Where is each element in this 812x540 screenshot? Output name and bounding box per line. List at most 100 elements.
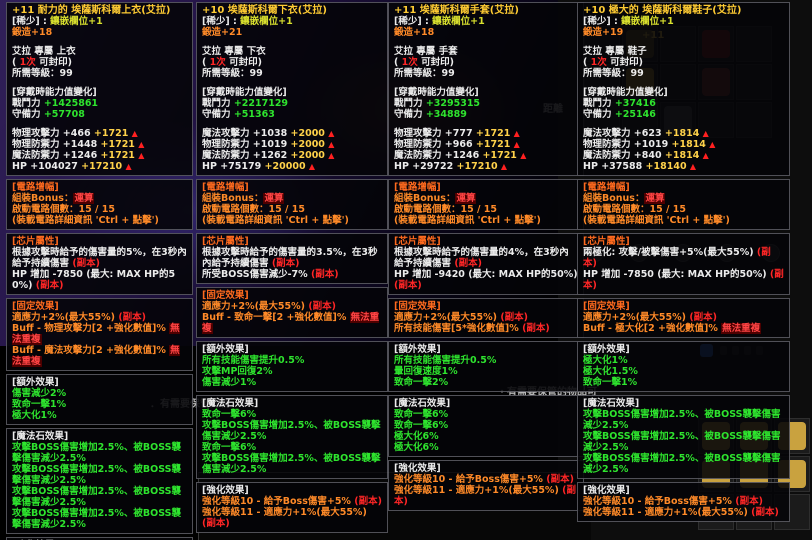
text-segment: 致命一擊6% bbox=[202, 442, 257, 453]
text-segment: (副本) bbox=[546, 474, 574, 485]
tooltip-line: [魔法石效果] bbox=[583, 398, 784, 409]
increase-arrow-icon: ▲ bbox=[328, 151, 335, 160]
text-segment: (副本) bbox=[500, 312, 529, 323]
tooltip-line: 攻擊BOSS傷害增加2.5%、被BOSS襲擊傷害減少2.5% bbox=[583, 409, 784, 431]
text-segment: HP +104027 bbox=[12, 161, 82, 172]
text-segment: [魔法石效果] bbox=[202, 398, 259, 409]
text-segment: 組裝Bonus： bbox=[202, 193, 264, 204]
tooltip-line: 暈回復速度1% bbox=[394, 366, 578, 377]
text-segment: 運算 bbox=[644, 193, 666, 204]
tooltip-line: [固定效果] bbox=[394, 301, 578, 312]
text-segment: 可封印) bbox=[35, 57, 72, 68]
text-segment: 極大化1% bbox=[583, 355, 628, 366]
tooltip-line: [穿戴時能力值變化] bbox=[394, 87, 578, 98]
tooltip-line: HP +29722 +17210 ▲ bbox=[394, 161, 578, 172]
text-segment: +1814 bbox=[664, 128, 703, 139]
tooltip-line: 艾拉 專屬 上衣 bbox=[12, 46, 187, 57]
tooltip-line: 致命一擊6% bbox=[202, 409, 382, 420]
text-segment: 守備力 bbox=[394, 109, 426, 120]
spacer bbox=[202, 38, 382, 46]
text-segment: 攻擊BOSS傷害增加2.5%、被BOSS襲擊傷害減少2.5% bbox=[12, 508, 181, 530]
text-segment: (裝載電路詳細資訊 'Ctrl + 點擊') bbox=[12, 215, 159, 226]
text-segment: +34889 bbox=[425, 109, 467, 120]
text-segment: [額外效果] bbox=[394, 344, 441, 355]
tooltip-line: [額外效果] bbox=[394, 344, 578, 355]
fixed-section: [固定效果] 適應力+2%(最大55%) (副本) Buff - 致命一擊[2 +強… bbox=[196, 287, 388, 338]
text-segment: 極大化6% bbox=[394, 442, 439, 453]
tooltip-line: 鍛造+21 bbox=[202, 27, 382, 38]
tooltip-line: HP +104027 +17210 ▲ bbox=[12, 161, 187, 172]
text-segment: 極大化6% bbox=[394, 431, 439, 442]
tooltip-line: 鍛造+19 bbox=[583, 27, 784, 38]
enhance-section: [強化效果]強化等級10 - 給予Boss傷害+5% (副本)強化等級11 - … bbox=[6, 537, 193, 540]
text-segment: 根據攻擊時給予的傷害量的3.5%，在3秒內給予持續傷害 bbox=[202, 247, 378, 269]
text-segment: +17210 bbox=[81, 161, 126, 172]
text-segment: [強化效果] bbox=[202, 485, 249, 496]
text-segment: 致命一擊1% bbox=[583, 377, 638, 388]
text-segment: 運算 bbox=[455, 193, 477, 204]
tooltip-line: 攻擊BOSS傷害增加2.5%、被BOSS襲擊傷害減少2.5% bbox=[12, 442, 187, 464]
text-segment: [強化效果] bbox=[394, 463, 441, 474]
tooltip-line: ( 1次 可封印) bbox=[12, 57, 187, 68]
text-segment: +18140 bbox=[645, 161, 690, 172]
text-segment: +20000 bbox=[264, 161, 309, 172]
tooltip-line: 攻擊BOSS傷害增加2.5%、被BOSS襲擊傷害減少2.5% bbox=[12, 464, 187, 486]
text-segment: [電路增幅] bbox=[583, 182, 630, 193]
item-tooltip-top: +11 耐力的 埃薩斯科爾上衣(艾拉) [稀少] : 鑲嵌欄位+1 鍛造+18 艾拉 … bbox=[6, 2, 193, 540]
spacer bbox=[202, 120, 382, 128]
text-segment: Buff - 物理攻擊力[2 +強化數值]% bbox=[12, 323, 170, 334]
spacer bbox=[583, 38, 784, 46]
increase-arrow-icon: ▲ bbox=[689, 162, 697, 171]
tooltip-line: 魔法攻擊力 +623 +1814 ▲ bbox=[583, 128, 784, 139]
tooltip-line: 戰鬥力 +37416 bbox=[583, 98, 784, 109]
tooltip-line: 所受BOSS傷害減少-7% (副本) bbox=[202, 269, 382, 280]
tooltip-line: 戰鬥力 +3295315 bbox=[394, 98, 578, 109]
text-segment: ( bbox=[202, 57, 210, 68]
tooltip-line: (裝載電路詳細資訊 'Ctrl + 點擊') bbox=[583, 215, 784, 226]
stone-section: [魔法石效果] 致命一擊6% 攻擊BOSS傷害增加2.5%、被BOSS襲擊傷害減少2… bbox=[196, 395, 388, 479]
tooltip-line: 魔法防禦力 +1246 +1721 ▲ bbox=[394, 150, 578, 161]
text-segment: 啟動電路個數：15 / 15 bbox=[202, 204, 306, 215]
text-segment: 攻擊BOSS傷害增加2.5%、被BOSS襲擊傷害減少2.5% bbox=[583, 431, 781, 453]
circuit-section: [電路增幅] 組裝Bonus：運算 啟動電路個數：15 / 15 (裝載電路詳細資訊 … bbox=[388, 179, 584, 230]
text-segment: 鍛造+21 bbox=[202, 27, 243, 38]
text-segment: 組裝Bonus： bbox=[583, 193, 645, 204]
text-segment: 艾拉 專屬 上衣 bbox=[12, 46, 76, 57]
tooltip-line: 攻擊BOSS傷害增加2.5%、被BOSS襲擊傷害減少2.5% bbox=[583, 453, 784, 475]
tooltip-line: 組裝Bonus：運算 bbox=[583, 193, 784, 204]
tooltip-line: 攻擊BOSS傷害增加2.5%、被BOSS襲擊傷害減少2.5% bbox=[12, 486, 187, 508]
item-tooltip-shoes: +10 極大的 埃薩斯科爾鞋子(艾拉) [稀少] : 鑲嵌欄位+1 鍛造+19 艾拉 … bbox=[577, 2, 790, 525]
text-segment: 魔法防禦力 +1246 bbox=[394, 150, 483, 161]
text-segment: (副本) bbox=[394, 280, 422, 291]
text-segment: +1721 bbox=[93, 128, 132, 139]
text-segment: 鍛造+18 bbox=[12, 27, 53, 38]
text-segment: 極大化1% bbox=[12, 410, 57, 421]
text-segment: (副本) bbox=[308, 301, 337, 312]
text-segment: 所需等級：99 bbox=[12, 68, 73, 79]
tooltip-line: 鍛造+18 bbox=[394, 27, 578, 38]
spacer bbox=[394, 79, 578, 87]
stone-section: [魔法石效果] 攻擊BOSS傷害增加2.5%、被BOSS襲擊傷害減少2.5% 攻擊B… bbox=[577, 395, 790, 479]
text-segment: 暈回復速度1% bbox=[394, 366, 458, 377]
tooltip-line: [電路增幅] bbox=[394, 182, 578, 193]
increase-arrow-icon: ▲ bbox=[138, 151, 145, 160]
text-segment: [芯片屬性] bbox=[583, 236, 630, 247]
text-segment: 所有技能傷害提升0.5% bbox=[202, 355, 305, 366]
increase-arrow-icon: ▲ bbox=[702, 129, 709, 138]
tooltip-line: 物理防禦力 +1019 +2000 ▲ bbox=[202, 139, 382, 150]
tooltip-line: 極大化1% bbox=[583, 355, 784, 366]
text-segment: [額外效果] bbox=[12, 377, 59, 388]
text-segment: 攻擊BOSS傷害增加2.5%、被BOSS襲擊傷害減少2.5% bbox=[12, 486, 181, 508]
extra-section: [額外效果] 所有技能傷害提升0.5% 暈回復速度1% 致命一擊2% bbox=[388, 341, 584, 392]
text-segment: (副本) bbox=[118, 312, 147, 323]
text-segment: HP 增加 -9420 (最大: MAX HP的50%) bbox=[394, 269, 578, 280]
text-segment: 戰鬥力 bbox=[394, 98, 426, 109]
text-segment: (副本) bbox=[454, 258, 482, 269]
tooltip-line: 物理防禦力 +1448 +1721 ▲ bbox=[12, 139, 187, 150]
spacer bbox=[394, 38, 578, 46]
tooltip-line: 守備力 +34889 bbox=[394, 109, 578, 120]
increase-arrow-icon: ▲ bbox=[513, 140, 520, 149]
tooltip-line: HP +75179 +20000 ▲ bbox=[202, 161, 382, 172]
tooltip-line: 兩極化: 攻擊/被擊傷害+5%(最大55%) (副本) bbox=[583, 247, 784, 269]
text-segment: 魔法攻擊力 +1038 bbox=[202, 128, 291, 139]
